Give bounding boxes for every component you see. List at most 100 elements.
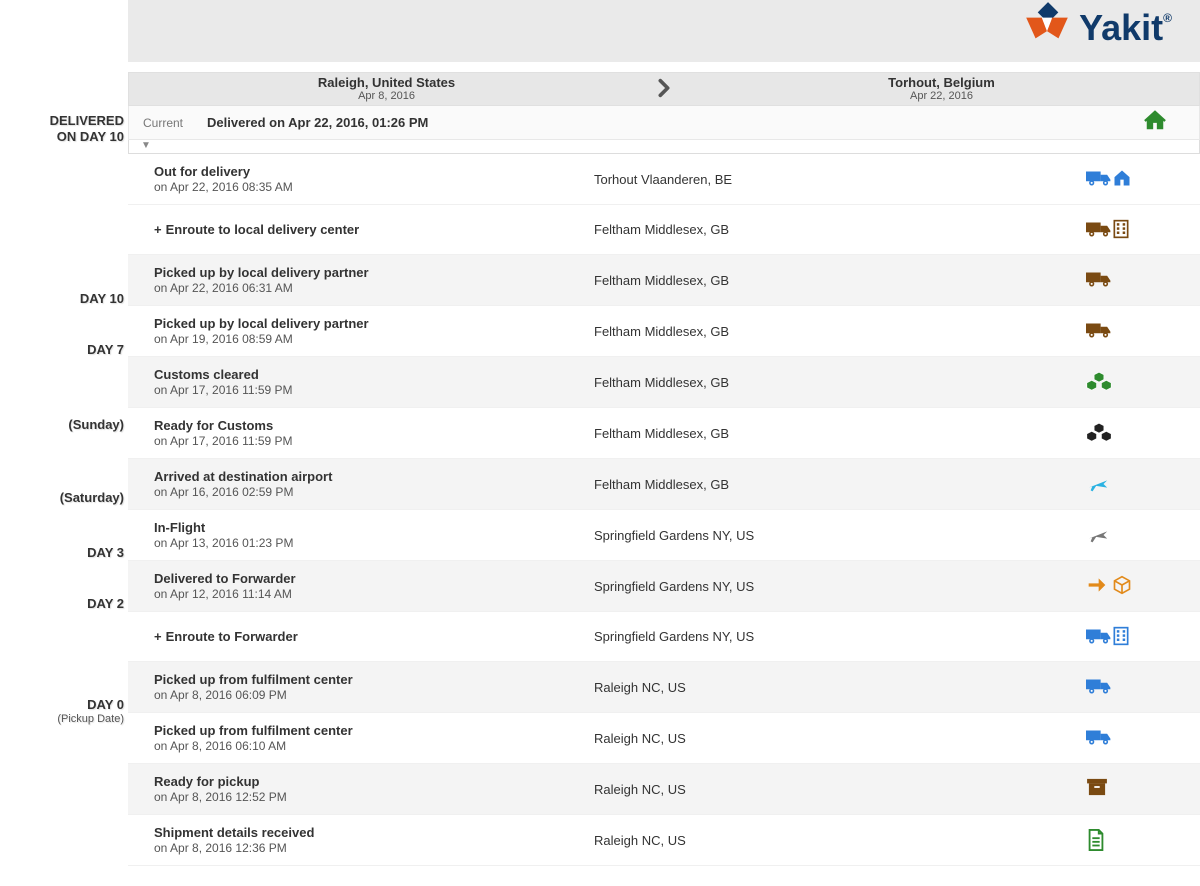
event-main: Picked up from fulfilment centeron Apr 8…: [154, 723, 594, 753]
current-status-text: Delivered on Apr 22, 2016, 01:26 PM: [207, 115, 428, 130]
event-main: Arrived at destination airporton Apr 16,…: [154, 469, 594, 499]
event-main: Picked up from fulfilment centeron Apr 8…: [154, 672, 594, 702]
event-location: Feltham Middlesex, GB: [594, 222, 1086, 237]
event-location: Springfield Gardens NY, US: [594, 629, 1086, 644]
dest-city: Torhout, Belgium: [684, 76, 1199, 90]
event-location: Feltham Middlesex, GB: [594, 375, 1086, 390]
day-label: DAY 10: [80, 291, 124, 307]
event-icons: [1086, 524, 1186, 546]
day-label: (Sunday): [68, 417, 124, 433]
tracking-event-row: Shipment details receivedon Apr 8, 2016 …: [128, 815, 1200, 866]
event-location: Feltham Middlesex, GB: [594, 324, 1086, 339]
event-location: Feltham Middlesex, GB: [594, 477, 1086, 492]
event-title: Out for delivery: [154, 164, 594, 179]
event-main: Picked up by local delivery partneron Ap…: [154, 316, 594, 346]
event-timestamp: on Apr 8, 2016 06:10 AM: [154, 739, 594, 753]
event-icons: [1086, 371, 1186, 393]
event-timestamp: on Apr 17, 2016 11:59 PM: [154, 434, 594, 448]
tracking-event-row[interactable]: +Enroute to ForwarderSpringfield Gardens…: [128, 612, 1200, 662]
event-main: +Enroute to Forwarder: [154, 629, 594, 644]
event-title: Picked up by local delivery partner: [154, 265, 594, 280]
top-band: Yakit®: [128, 0, 1200, 62]
tracking-panel: Yakit® Raleigh, United States Apr 8, 201…: [128, 0, 1200, 866]
event-title: +Enroute to local delivery center: [154, 222, 594, 237]
event-title: Delivered to Forwarder: [154, 571, 594, 586]
day-label: DAY 2: [87, 596, 124, 612]
logo-mark-icon: [1021, 2, 1073, 54]
tracking-event-row: Out for deliveryon Apr 22, 2016 08:35 AM…: [128, 154, 1200, 205]
day-label: (Saturday): [60, 490, 124, 506]
cubes-icon: [1086, 422, 1108, 444]
event-title: In-Flight: [154, 520, 594, 535]
event-icons: [1086, 269, 1186, 291]
tracking-event-row: Customs clearedon Apr 17, 2016 11:59 PMF…: [128, 357, 1200, 408]
event-icons: [1086, 168, 1186, 190]
event-title: Ready for Customs: [154, 418, 594, 433]
event-icons: [1086, 320, 1186, 342]
event-location: Raleigh NC, US: [594, 680, 1086, 695]
tracking-event-row: Picked up from fulfilment centeron Apr 8…: [128, 662, 1200, 713]
home-icon: [1143, 110, 1167, 135]
event-main: Shipment details receivedon Apr 8, 2016 …: [154, 825, 594, 855]
event-location: Springfield Gardens NY, US: [594, 579, 1086, 594]
event-timestamp: on Apr 8, 2016 12:36 PM: [154, 841, 594, 855]
event-timestamp: on Apr 22, 2016 06:31 AM: [154, 281, 594, 295]
plane-icon: [1086, 524, 1108, 546]
event-timestamp: on Apr 13, 2016 01:23 PM: [154, 536, 594, 550]
event-main: +Enroute to local delivery center: [154, 222, 594, 237]
current-label: Current: [143, 116, 183, 130]
building-icon: [1112, 626, 1134, 648]
tracking-event-row: Ready for Customson Apr 17, 2016 11:59 P…: [128, 408, 1200, 459]
tracking-event-row[interactable]: +Enroute to local delivery centerFeltham…: [128, 205, 1200, 255]
logo-text: Yakit®: [1079, 7, 1172, 49]
truck-icon: [1086, 168, 1108, 190]
event-icons: [1086, 473, 1186, 495]
event-title: Picked up from fulfilment center: [154, 672, 594, 687]
event-main: Customs clearedon Apr 17, 2016 11:59 PM: [154, 367, 594, 397]
tracking-event-row: Arrived at destination airporton Apr 16,…: [128, 459, 1200, 510]
cubes-icon: [1086, 371, 1108, 393]
event-timestamp: on Apr 17, 2016 11:59 PM: [154, 383, 594, 397]
event-title: +Enroute to Forwarder: [154, 629, 594, 644]
event-timestamp: on Apr 8, 2016 12:52 PM: [154, 790, 594, 804]
event-location: Springfield Gardens NY, US: [594, 528, 1086, 543]
logo: Yakit®: [1021, 2, 1172, 54]
event-timestamp: on Apr 16, 2016 02:59 PM: [154, 485, 594, 499]
tracking-event-row: Picked up by local delivery partneron Ap…: [128, 306, 1200, 357]
current-status-row: Current Delivered on Apr 22, 2016, 01:26…: [128, 106, 1200, 140]
event-title: Ready for pickup: [154, 774, 594, 789]
cube-outline-icon: [1112, 575, 1134, 597]
tracking-event-row: In-Flighton Apr 13, 2016 01:23 PMSpringf…: [128, 510, 1200, 561]
expand-icon[interactable]: +: [154, 629, 162, 644]
origin-date: Apr 8, 2016: [129, 90, 644, 102]
tracking-events-list: Out for deliveryon Apr 22, 2016 08:35 AM…: [128, 154, 1200, 866]
day-labels-column: DELIVEREDON DAY 10DAY 10DAY 7(Sunday)(Sa…: [0, 0, 128, 866]
event-icons: [1086, 422, 1186, 444]
building-icon: [1112, 219, 1134, 241]
truck-icon: [1086, 219, 1108, 241]
route-chevron-icon: [644, 77, 684, 102]
event-icons: [1086, 829, 1186, 851]
event-main: Delivered to Forwarderon Apr 12, 2016 11…: [154, 571, 594, 601]
dest-date: Apr 22, 2016: [684, 90, 1199, 102]
event-main: Picked up by local delivery partneron Ap…: [154, 265, 594, 295]
doc-icon: [1086, 829, 1108, 851]
destination-block: Torhout, Belgium Apr 22, 2016: [684, 76, 1199, 102]
truck-icon: [1086, 269, 1108, 291]
event-location: Feltham Middlesex, GB: [594, 273, 1086, 288]
tracking-event-row: Delivered to Forwarderon Apr 12, 2016 11…: [128, 561, 1200, 612]
day-label: DAY 7: [87, 342, 124, 358]
truck-icon: [1086, 320, 1108, 342]
tracking-event-row: Picked up from fulfilment centeron Apr 8…: [128, 713, 1200, 764]
event-icons: [1086, 676, 1186, 698]
expand-icon[interactable]: +: [154, 222, 162, 237]
event-main: In-Flighton Apr 13, 2016 01:23 PM: [154, 520, 594, 550]
event-icons: [1086, 778, 1186, 800]
event-timestamp: on Apr 19, 2016 08:59 AM: [154, 332, 594, 346]
event-title: Customs cleared: [154, 367, 594, 382]
truck-icon: [1086, 727, 1108, 749]
home-icon: [1112, 168, 1134, 190]
expand-bar[interactable]: ▼: [128, 140, 1200, 154]
event-icons: [1086, 626, 1186, 648]
event-main: Ready for Customson Apr 17, 2016 11:59 P…: [154, 418, 594, 448]
